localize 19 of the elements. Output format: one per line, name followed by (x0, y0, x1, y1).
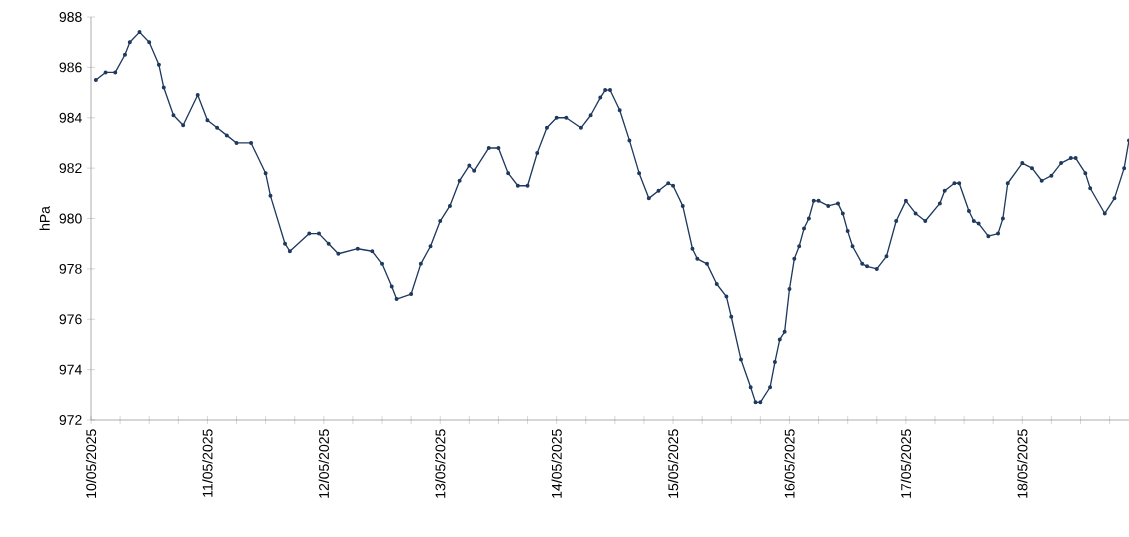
y-tick-label: 980 (59, 213, 82, 224)
x-tick-label: 11/05/2025 (202, 429, 213, 497)
x-tick-label: 17/05/2025 (900, 429, 912, 498)
x-tick-label: 14/05/2025 (551, 429, 562, 498)
x-tick-label: 18/05/2025 (1017, 429, 1028, 498)
y-tick-label: 972 (59, 415, 82, 425)
y-tick-label: 984 (59, 112, 82, 123)
y-axis-title: hPa (39, 206, 50, 230)
x-tick-label: 13/05/2025 (435, 429, 446, 498)
y-tick-label: 988 (59, 12, 82, 22)
x-tick-label: 16/05/2025 (784, 429, 795, 498)
y-tick-label: 986 (59, 62, 82, 73)
y-tick-label: 982 (59, 163, 82, 174)
x-tick-label: 12/05/2025 (318, 429, 329, 498)
y-tick-label: 974 (59, 364, 82, 375)
y-tick-label: 976 (59, 314, 82, 325)
x-tick-label: 10/05/2025 (85, 429, 97, 498)
y-tick-label: 978 (59, 263, 82, 274)
x-tick-label: 15/05/2025 (667, 429, 679, 498)
